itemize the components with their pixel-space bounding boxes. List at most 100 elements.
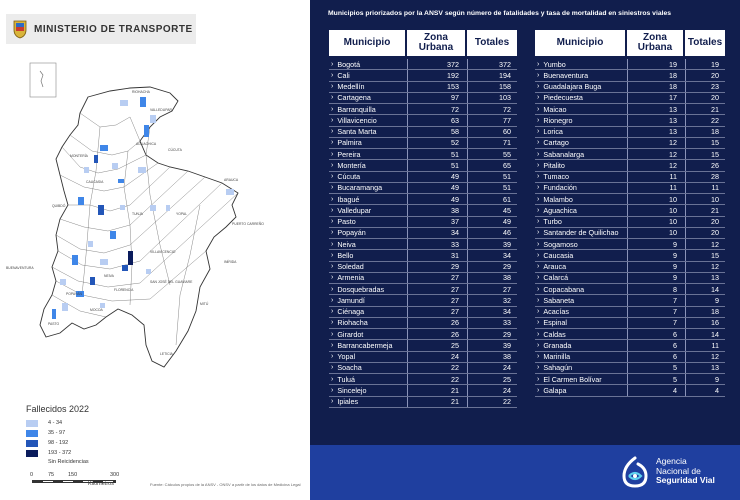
header-municipio: Municipio — [535, 30, 625, 56]
legend-swatch — [26, 449, 38, 457]
map-label: LETICIA — [160, 352, 174, 356]
municipio-cell: Sabanalarga — [535, 149, 625, 159]
zona-urbana-cell: 12 — [627, 149, 683, 160]
municipio-cell: Cúcuta — [329, 172, 405, 182]
table-body: Yumbo1919Buenaventura1820Guadalajara Bug… — [535, 59, 725, 397]
municipio-cell: Cartagena — [329, 93, 405, 103]
zona-urbana-cell: 18 — [627, 70, 683, 81]
map-label: ARAUCA — [224, 178, 239, 182]
municipio-cell: Maicao — [535, 104, 625, 114]
totales-cell: 34 — [467, 250, 517, 261]
zona-urbana-cell: 10 — [627, 194, 683, 205]
totales-cell: 372 — [467, 59, 517, 70]
totales-cell: 14 — [685, 329, 725, 340]
totales-cell: 11 — [685, 340, 725, 351]
municipio-cell: Yopal — [329, 352, 405, 362]
municipio-cell: Caucasia — [535, 250, 625, 260]
zona-urbana-cell: 12 — [627, 137, 683, 148]
totales-cell: 20 — [685, 227, 725, 238]
zona-urbana-cell: 8 — [627, 284, 683, 295]
zona-urbana-cell: 21 — [407, 396, 465, 407]
zona-urbana-cell: 9 — [627, 272, 683, 283]
zona-urbana-cell: 63 — [407, 115, 465, 126]
municipio-cell: Malambo — [535, 194, 625, 204]
totales-cell: 9 — [685, 374, 725, 385]
totales-cell: 12 — [685, 351, 725, 362]
municipio-cell: Jamundí — [329, 295, 405, 305]
totales-cell: 4 — [685, 385, 725, 396]
zona-urbana-cell: 26 — [407, 317, 465, 328]
zona-urbana-cell: 49 — [407, 194, 465, 205]
zona-urbana-cell: 27 — [407, 306, 465, 317]
municipio-cell: Ipiales — [329, 397, 405, 407]
municipio-cell: Galapa — [535, 385, 625, 395]
zona-urbana-cell: 97 — [407, 92, 465, 103]
totales-cell: 26 — [685, 160, 725, 171]
zona-urbana-cell: 13 — [627, 126, 683, 137]
zona-urbana-cell: 13 — [627, 104, 683, 115]
legend-label: 35 - 97 — [48, 430, 66, 436]
municipio-cell: Montería — [329, 160, 405, 170]
zona-urbana-cell: 22 — [407, 374, 465, 385]
municipio-cell: Cartago — [535, 138, 625, 148]
legend-no-incidents: Sin Reicidencias — [48, 459, 89, 465]
zona-urbana-cell: 31 — [407, 250, 465, 261]
header-zona-urbana: Zona Urbana — [627, 30, 683, 56]
municipio-cell: Tuluá — [329, 374, 405, 384]
zona-urbana-cell: 26 — [407, 329, 465, 340]
totales-cell: 72 — [467, 104, 517, 115]
totales-cell: 15 — [685, 149, 725, 160]
scale-tick: 75 — [48, 472, 55, 478]
legend-label: 4 - 34 — [48, 420, 63, 426]
map-label: VALLEDUPAR — [150, 108, 172, 112]
table-panel: Municipios priorizados por la ANSV según… — [310, 0, 740, 500]
totales-cell: 60 — [467, 126, 517, 137]
totales-cell: 20 — [685, 92, 725, 103]
table-title: Municipios priorizados por la ANSV según… — [328, 10, 672, 17]
legend-swatch — [26, 419, 38, 427]
legend-item: 35 - 97 — [26, 428, 176, 438]
municipio-cell: Yumbo — [535, 59, 625, 69]
totales-cell: 16 — [685, 317, 725, 328]
totales-cell: 46 — [467, 227, 517, 238]
map-label: INÍRIDA — [224, 260, 237, 264]
municipio-cell: Popayán — [329, 228, 405, 238]
zona-urbana-cell: 6 — [627, 329, 683, 340]
totales-cell: 12 — [685, 261, 725, 272]
municipio-cell: Rionegro — [535, 115, 625, 125]
zona-urbana-cell: 25 — [407, 340, 465, 351]
totales-cell: 77 — [467, 115, 517, 126]
scale-line — [32, 480, 116, 483]
zona-urbana-cell: 34 — [407, 227, 465, 238]
municipio-cell: Valledupar — [329, 205, 405, 215]
totales-cell: 20 — [685, 216, 725, 227]
map-label: QUIBDÓ — [52, 203, 66, 208]
municipio-cell: Copacabana — [535, 284, 625, 294]
map-label: RIOHACHA — [132, 90, 151, 94]
zona-urbana-cell: 19 — [627, 59, 683, 70]
legend-item: 193 - 372 — [26, 448, 176, 458]
totales-cell: 28 — [685, 171, 725, 182]
municipio-cell: Medellín — [329, 82, 405, 92]
